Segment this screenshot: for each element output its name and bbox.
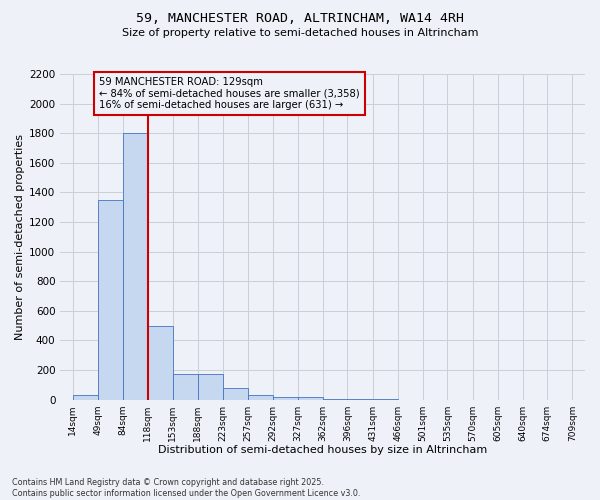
Bar — [223, 388, 248, 400]
Bar — [198, 374, 223, 400]
Bar — [323, 399, 348, 400]
Bar — [298, 398, 323, 400]
Bar — [123, 133, 148, 400]
Bar — [173, 374, 198, 400]
Bar — [98, 200, 123, 400]
Text: 59 MANCHESTER ROAD: 129sqm
← 84% of semi-detached houses are smaller (3,358)
16%: 59 MANCHESTER ROAD: 129sqm ← 84% of semi… — [100, 77, 360, 110]
Bar — [148, 326, 173, 400]
Bar — [272, 396, 298, 400]
Bar — [73, 395, 98, 400]
X-axis label: Distribution of semi-detached houses by size in Altrincham: Distribution of semi-detached houses by … — [158, 445, 487, 455]
Text: Contains HM Land Registry data © Crown copyright and database right 2025.
Contai: Contains HM Land Registry data © Crown c… — [12, 478, 361, 498]
Bar — [248, 395, 272, 400]
Text: 59, MANCHESTER ROAD, ALTRINCHAM, WA14 4RH: 59, MANCHESTER ROAD, ALTRINCHAM, WA14 4R… — [136, 12, 464, 26]
Y-axis label: Number of semi-detached properties: Number of semi-detached properties — [15, 134, 25, 340]
Text: Size of property relative to semi-detached houses in Altrincham: Size of property relative to semi-detach… — [122, 28, 478, 38]
